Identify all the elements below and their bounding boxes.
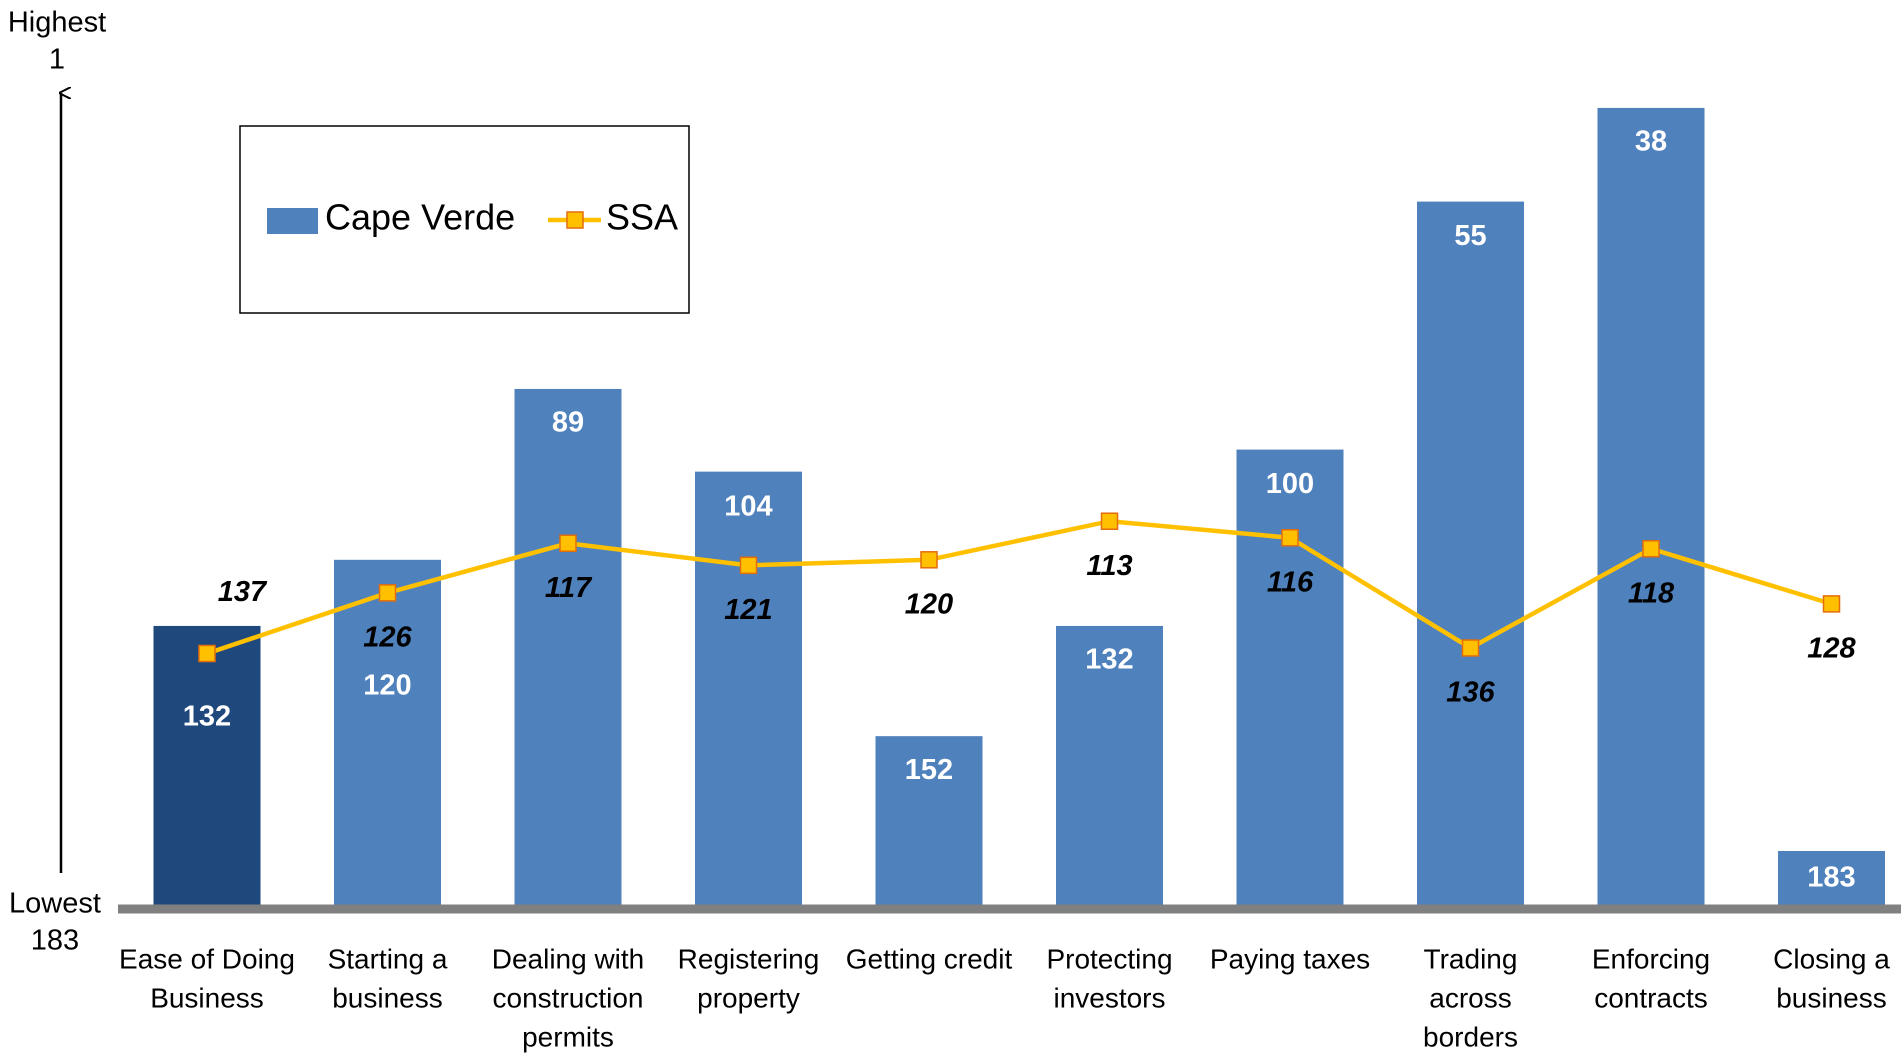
line-marker <box>1822 595 1841 613</box>
line-value-label: 116 <box>1267 566 1314 598</box>
bar-value-label: 89 <box>552 407 584 439</box>
x-tick-label: investors <box>1053 982 1165 1013</box>
bar-value-label: 104 <box>724 490 772 522</box>
line-marker <box>198 644 216 663</box>
y-tick-label: 183 <box>31 925 79 957</box>
x-tick-label: construction <box>493 982 644 1013</box>
line-value-label: 128 <box>1807 633 1856 665</box>
bar <box>334 559 441 907</box>
bar <box>695 471 802 907</box>
bar-value-label: 38 <box>1635 126 1667 158</box>
x-tick-label: Ease of Doing <box>119 943 295 974</box>
x-tick-label: business <box>332 982 443 1013</box>
y-tick-label: 1 <box>49 44 65 76</box>
bar-value-label: 55 <box>1454 220 1486 252</box>
bar-value-label: 183 <box>1807 862 1855 894</box>
x-tick-label: property <box>697 982 800 1013</box>
bar <box>1778 851 1885 907</box>
x-tick-label: across <box>1429 982 1511 1013</box>
x-tick-label: Closing a <box>1773 943 1890 974</box>
line-marker <box>1642 540 1660 558</box>
x-tick-label: Starting a <box>328 943 448 974</box>
line-marker <box>920 551 938 569</box>
line-value-label: 136 <box>1446 677 1495 709</box>
line-marker <box>739 556 758 575</box>
y-top-label: Highest <box>8 7 106 39</box>
legend-label: SSA <box>606 197 678 238</box>
bar <box>1417 201 1524 908</box>
line-marker <box>378 584 397 602</box>
line-series <box>206 518 1833 656</box>
line-value-label: 117 <box>545 572 593 604</box>
bar <box>875 736 983 907</box>
y-bottom-label: Lowest <box>9 888 101 920</box>
bar-value-label: 132 <box>1085 644 1133 676</box>
bar <box>1236 449 1344 907</box>
bar-value-label: 152 <box>905 754 953 786</box>
line-marker <box>1100 512 1119 530</box>
bar-value-label: 132 <box>183 701 231 733</box>
legend-swatch <box>267 208 318 234</box>
bar-value-label: 120 <box>363 669 411 701</box>
x-tick-label: borders <box>1423 1021 1518 1052</box>
bar <box>1597 107 1705 907</box>
line-marker <box>1461 639 1480 657</box>
bar-value-label: 100 <box>1266 468 1314 500</box>
x-tick-label: Registering <box>678 943 820 974</box>
bar <box>1056 625 1163 907</box>
x-tick-label: Dealing with <box>492 943 645 974</box>
x-tick-label: contracts <box>1594 982 1708 1013</box>
line-value-label: 121 <box>724 594 772 626</box>
x-tick-label: permits <box>522 1021 614 1052</box>
bar <box>153 625 261 907</box>
line-value-label: 137 <box>218 576 268 608</box>
line-marker <box>1281 529 1299 547</box>
x-tick-label: business <box>1776 982 1887 1013</box>
legend-marker <box>566 211 584 229</box>
line-value-label: 113 <box>1086 550 1132 582</box>
x-tick-label: Business <box>150 982 264 1013</box>
line-value-label: 120 <box>905 588 953 620</box>
line-marker <box>559 534 577 553</box>
x-tick-label: Paying taxes <box>1210 943 1370 974</box>
line-value-label: 126 <box>363 622 412 654</box>
x-tick-label: Enforcing <box>1592 943 1710 974</box>
x-tick-label: Protecting <box>1046 943 1172 974</box>
line-value-label: 118 <box>1628 577 1675 609</box>
x-tick-label: Getting credit <box>846 943 1013 974</box>
legend-label: Cape Verde <box>325 197 515 238</box>
x-tick-label: Trading <box>1424 943 1518 974</box>
bar <box>514 388 622 907</box>
